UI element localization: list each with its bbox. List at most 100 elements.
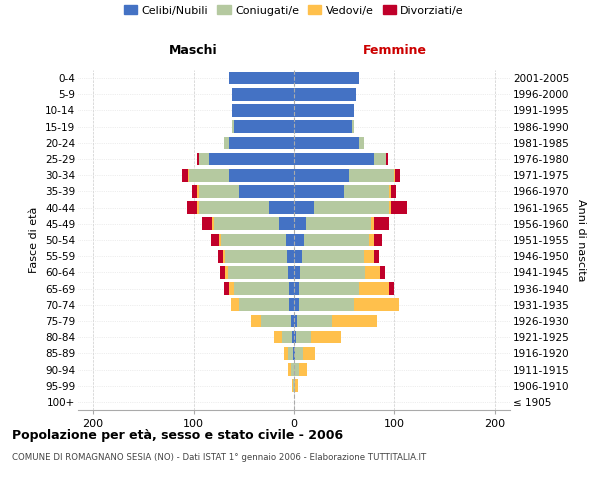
Bar xyxy=(294,72,359,85)
Bar xyxy=(224,250,287,262)
Bar xyxy=(289,298,294,311)
Bar xyxy=(294,104,354,117)
Bar xyxy=(284,347,288,360)
Bar xyxy=(295,347,303,360)
Bar xyxy=(391,202,407,214)
Text: Femmine: Femmine xyxy=(362,44,427,57)
Bar xyxy=(182,169,188,181)
Bar xyxy=(299,282,359,295)
Bar xyxy=(294,202,314,214)
Bar xyxy=(223,250,224,262)
Y-axis label: Fasce di età: Fasce di età xyxy=(29,207,40,273)
Bar xyxy=(202,218,212,230)
Bar xyxy=(251,314,261,328)
Bar xyxy=(294,363,299,376)
Bar xyxy=(239,298,289,311)
Bar xyxy=(288,363,291,376)
Bar xyxy=(289,282,294,295)
Bar xyxy=(386,152,388,166)
Bar xyxy=(303,347,315,360)
Bar xyxy=(269,202,294,214)
Bar xyxy=(294,152,374,166)
Bar xyxy=(374,218,389,230)
Bar xyxy=(314,202,389,214)
Bar xyxy=(304,234,370,246)
Bar xyxy=(294,218,306,230)
Bar xyxy=(294,282,299,295)
Bar xyxy=(294,250,302,262)
Bar xyxy=(191,185,197,198)
Bar xyxy=(395,169,400,181)
Bar xyxy=(294,120,352,133)
Bar xyxy=(234,120,294,133)
Bar xyxy=(229,72,294,85)
Bar xyxy=(291,314,294,328)
Bar xyxy=(292,331,294,344)
Bar xyxy=(232,88,294,101)
Bar xyxy=(187,202,197,214)
Bar xyxy=(261,314,291,328)
Bar xyxy=(294,314,297,328)
Text: Popolazione per età, sesso e stato civile - 2006: Popolazione per età, sesso e stato civil… xyxy=(12,430,343,442)
Bar xyxy=(299,298,354,311)
Bar xyxy=(294,136,359,149)
Bar xyxy=(199,185,239,198)
Bar xyxy=(218,234,221,246)
Bar xyxy=(221,234,286,246)
Bar xyxy=(299,363,307,376)
Bar xyxy=(199,202,269,214)
Bar xyxy=(374,250,379,262)
Bar xyxy=(229,282,234,295)
Bar xyxy=(306,218,371,230)
Bar xyxy=(389,202,391,214)
Bar xyxy=(344,185,389,198)
Bar xyxy=(302,250,364,262)
Bar xyxy=(188,169,229,181)
Bar xyxy=(224,266,227,278)
Bar xyxy=(365,266,380,278)
Bar xyxy=(293,347,294,360)
Bar xyxy=(229,169,294,181)
Bar xyxy=(349,169,394,181)
Bar xyxy=(224,136,229,149)
Bar xyxy=(286,234,294,246)
Bar xyxy=(389,282,394,295)
Y-axis label: Anni di nascita: Anni di nascita xyxy=(576,198,586,281)
Bar xyxy=(332,314,377,328)
Bar xyxy=(359,282,389,295)
Bar xyxy=(209,152,294,166)
Bar xyxy=(380,266,385,278)
Bar xyxy=(288,266,294,278)
Bar xyxy=(294,380,295,392)
Bar xyxy=(294,88,356,101)
Bar xyxy=(296,331,311,344)
Bar xyxy=(288,347,293,360)
Bar xyxy=(371,218,374,230)
Bar xyxy=(359,136,364,149)
Bar xyxy=(232,120,234,133)
Bar xyxy=(352,120,354,133)
Bar xyxy=(231,298,239,311)
Bar xyxy=(391,185,397,198)
Bar xyxy=(294,234,304,246)
Bar xyxy=(354,298,400,311)
Bar xyxy=(282,331,292,344)
Bar xyxy=(374,234,382,246)
Bar xyxy=(232,104,294,117)
Bar xyxy=(294,266,300,278)
Bar xyxy=(293,380,294,392)
Bar xyxy=(212,218,214,230)
Bar xyxy=(292,380,293,392)
Bar xyxy=(279,218,294,230)
Bar xyxy=(197,202,199,214)
Bar xyxy=(224,282,229,295)
Bar xyxy=(274,331,282,344)
Bar xyxy=(294,298,299,311)
Bar xyxy=(294,331,296,344)
Bar xyxy=(374,152,386,166)
Bar xyxy=(300,266,365,278)
Bar xyxy=(297,314,332,328)
Bar xyxy=(294,185,344,198)
Text: Maschi: Maschi xyxy=(169,44,218,57)
Bar xyxy=(197,185,199,198)
